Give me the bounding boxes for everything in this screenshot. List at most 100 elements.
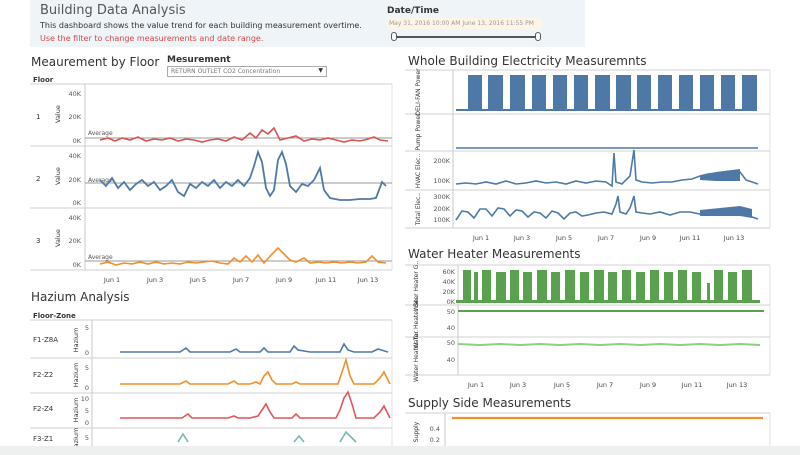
date-slider-track[interactable] xyxy=(393,36,539,38)
floor-3-value-axis-label: Value xyxy=(54,229,62,247)
water-heater-title: Water Heater Measurements xyxy=(408,247,581,261)
hazium-f2z4-tick-0: 0 xyxy=(85,419,89,427)
dashboard-description: This dashboard shows the value trend for… xyxy=(40,21,362,30)
elec-x-tick-jun3: Jun 3 xyxy=(513,234,530,242)
elec-row-label-deli-fan: DELI-FAN Power xyxy=(415,68,422,116)
floor-x-tick-jun3: Jun 3 xyxy=(146,276,163,284)
water-gas-tick-60k: 60K xyxy=(442,268,455,276)
measurement-selector-label: Mesurement xyxy=(167,55,231,65)
hazium-axis-label-4: Hazium xyxy=(72,428,80,453)
floor-x-tick-jun1: Jun 1 xyxy=(103,276,120,284)
water-gas-tick-0k: 0K xyxy=(447,298,456,306)
measurement-dropdown[interactable]: RETURN OUTLET CO2 Concentration ▼ xyxy=(167,66,327,77)
total-tick-300k: 300K xyxy=(433,193,450,201)
water-x-tick-jun3: Jun 3 xyxy=(509,381,526,389)
date-slider-end-handle[interactable] xyxy=(535,32,541,41)
elec-row-label-pump: Pump Power xyxy=(415,113,422,151)
floor-3-tick-40k: 40K xyxy=(68,214,81,222)
floor-2-value-axis-label: Value xyxy=(54,167,62,185)
hazium-f2z2-tick-0: 0 xyxy=(85,384,89,392)
hazium-chart: F1-Z8A F2-Z2 F2-Z4 F3-Z1 Hazium Hazium H… xyxy=(30,319,393,453)
hazium-f2-z2-series xyxy=(120,357,391,386)
supply-side-chart: Supply 0.4 0.2 xyxy=(405,412,771,446)
total-elec-series xyxy=(455,195,759,221)
elec-row-label-hvac: HVAC Elec.. xyxy=(415,154,422,189)
floor-1-tick-20k: 20K xyxy=(68,113,81,121)
date-range-text[interactable]: May 31, 2016 10:00 AM June 13, 2016 11:5… xyxy=(387,18,542,30)
total-elec-band xyxy=(700,206,752,218)
dashboard-note: Use the filter to change measurements an… xyxy=(40,34,264,43)
floor-column-header: Floor xyxy=(33,76,54,84)
floor-1-tick-40k: 40K xyxy=(68,90,81,98)
water-heater-chart: Water Heater G.. Water Heater Se.. Water… xyxy=(405,261,771,389)
water-tank-tick-50: 50 xyxy=(447,339,455,347)
bottom-scroll-strip[interactable] xyxy=(0,446,800,455)
deli-fan-series xyxy=(456,75,757,111)
measurement-by-floor-title: Meaurement by Floor xyxy=(31,55,160,69)
whole-building-title: Whole Building Electricity Measuremnts xyxy=(408,54,647,68)
floor-x-tick-jun11: Jun 11 xyxy=(315,276,337,284)
floor-label-3: 3 xyxy=(36,237,40,245)
floor-zone-header: Floor-Zone xyxy=(33,312,76,320)
water-row-label-supply: Water Heater Se.. xyxy=(413,295,420,348)
hazium-zone-f2-z4: F2-Z4 xyxy=(33,405,54,413)
floor-3-series xyxy=(99,246,387,266)
water-gas-series xyxy=(456,270,760,303)
floor-label-1: 1 xyxy=(36,113,40,121)
water-tank-series xyxy=(457,342,761,347)
water-x-tick-jun1: Jun 1 xyxy=(467,381,484,389)
elec-x-tick-jun7: Jun 7 xyxy=(597,234,614,242)
hazium-axis-label-3: Hazium xyxy=(72,398,80,423)
floor-chart: 1 2 3 Value Value Value 40K 20K 0K 40K 2… xyxy=(30,83,393,284)
date-slider-start-handle[interactable] xyxy=(391,32,397,41)
hazium-f1-z8a-series xyxy=(120,342,389,353)
water-row-label-gas: Water Heater G.. xyxy=(413,261,420,311)
elec-x-tick-jun11: Jun 11 xyxy=(679,234,701,242)
floor-x-tick-jun7: Jun 7 xyxy=(232,276,249,284)
supply-axis-label: Supply xyxy=(413,421,420,442)
floor-2-tick-0k: 0K xyxy=(73,199,82,207)
water-tank-tick-40: 40 xyxy=(447,356,455,364)
floor-1-series xyxy=(99,126,389,143)
electricity-chart: DELI-FAN Power Pump Power HVAC Elec.. To… xyxy=(405,68,771,242)
hazium-zone-f1-z8a: F1-Z8A xyxy=(33,336,58,344)
hazium-axis-label-1: Hazium xyxy=(72,328,80,353)
water-supply-tick-40: 40 xyxy=(447,324,455,332)
water-x-tick-jun13: Jun 13 xyxy=(726,381,748,389)
hazium-title: Hazium Analysis xyxy=(31,290,130,304)
hazium-zone-f3-z1: F3-Z1 xyxy=(33,435,53,443)
elec-row-label-total: Total Elec.. xyxy=(415,193,422,226)
chevron-down-icon[interactable]: ▼ xyxy=(318,67,323,74)
total-tick-100k: 100K xyxy=(433,216,450,224)
date-filter-label: Date/Time xyxy=(387,6,439,16)
floor-label-2: 2 xyxy=(36,175,40,183)
hazium-f3-z1-series-3 xyxy=(339,430,357,443)
elec-x-tick-jun5: Jun 5 xyxy=(555,234,572,242)
elec-x-tick-jun9: Jun 9 xyxy=(639,234,656,242)
hazium-f2z4-tick-10: 10 xyxy=(81,395,89,403)
hazium-f3-z1-series xyxy=(177,432,189,443)
hazium-zone-f2-z2: F2-Z2 xyxy=(33,371,53,379)
elec-x-tick-jun1: Jun 1 xyxy=(472,234,489,242)
measurement-dropdown-value: RETURN OUTLET CO2 Concentration xyxy=(171,68,281,75)
hazium-f1-tick-5: 5 xyxy=(85,324,89,332)
floor-3-average-label: Average xyxy=(88,254,113,261)
dashboard-title: Building Data Analysis xyxy=(40,3,186,18)
floor-1-value-axis-label: Value xyxy=(54,105,62,123)
water-x-tick-jun11: Jun 11 xyxy=(681,381,703,389)
floor-x-tick-jun9: Jun 9 xyxy=(275,276,292,284)
hvac-tick-100k: 100K xyxy=(433,177,450,185)
floor-2-series xyxy=(99,149,387,201)
hazium-f1-tick-0: 0 xyxy=(85,349,89,357)
water-x-tick-jun9: Jun 9 xyxy=(639,381,656,389)
elec-x-tick-jun13: Jun 13 xyxy=(723,234,745,242)
total-tick-200k: 200K xyxy=(433,205,450,213)
floor-2-tick-40k: 40K xyxy=(68,152,81,160)
supply-tick-0-2: 0.2 xyxy=(430,436,440,444)
floor-3-tick-20k: 20K xyxy=(68,237,81,245)
water-x-tick-jun7: Jun 7 xyxy=(596,381,613,389)
water-gas-tick-40k: 40K xyxy=(442,278,455,286)
hazium-f2z2-tick-5: 5 xyxy=(85,364,89,372)
floor-x-tick-jun13: Jun 13 xyxy=(357,276,379,284)
